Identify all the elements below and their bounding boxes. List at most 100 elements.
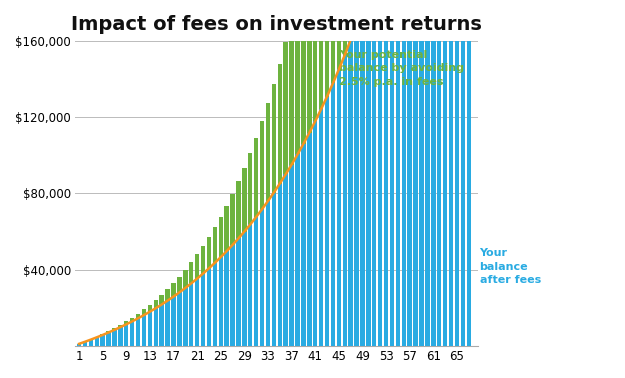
Bar bbox=[189, 284, 194, 346]
Bar bbox=[384, 0, 388, 346]
Bar bbox=[136, 314, 140, 346]
Bar bbox=[101, 334, 105, 346]
Bar bbox=[136, 318, 140, 346]
Bar bbox=[112, 328, 117, 346]
Bar bbox=[154, 308, 158, 346]
Bar bbox=[254, 138, 258, 346]
Bar bbox=[354, 0, 359, 346]
Bar bbox=[443, 0, 448, 346]
Bar bbox=[130, 321, 134, 346]
Bar bbox=[166, 301, 170, 346]
Bar bbox=[183, 288, 188, 346]
Bar bbox=[159, 294, 164, 346]
Bar bbox=[289, 165, 294, 346]
Bar bbox=[272, 84, 276, 346]
Bar bbox=[89, 339, 93, 346]
Bar bbox=[295, 155, 300, 346]
Bar bbox=[443, 0, 448, 346]
Bar bbox=[419, 0, 424, 346]
Bar bbox=[366, 0, 371, 346]
Text: Your potential
balance by avoiding
2.5% p.a. in fees: Your potential balance by avoiding 2.5% … bbox=[339, 50, 464, 87]
Bar bbox=[166, 289, 170, 346]
Bar bbox=[449, 0, 453, 346]
Bar bbox=[401, 0, 406, 346]
Bar bbox=[266, 104, 270, 346]
Bar bbox=[278, 64, 282, 346]
Bar bbox=[201, 274, 205, 346]
Bar bbox=[378, 0, 382, 346]
Bar bbox=[82, 342, 87, 346]
Bar bbox=[219, 257, 223, 346]
Bar bbox=[278, 184, 282, 346]
Bar bbox=[348, 0, 353, 346]
Bar bbox=[331, 83, 335, 346]
Bar bbox=[195, 254, 199, 346]
Bar bbox=[195, 279, 199, 346]
Bar bbox=[242, 232, 247, 346]
Bar bbox=[189, 262, 194, 346]
Bar bbox=[431, 0, 436, 346]
Title: Impact of fees on investment returns: Impact of fees on investment returns bbox=[71, 15, 482, 34]
Bar bbox=[413, 0, 418, 346]
Bar bbox=[348, 40, 353, 346]
Bar bbox=[295, 0, 300, 346]
Bar bbox=[449, 0, 453, 346]
Bar bbox=[248, 153, 252, 346]
Bar bbox=[260, 209, 264, 346]
Bar bbox=[337, 0, 341, 346]
Bar bbox=[466, 0, 471, 346]
Bar bbox=[177, 293, 182, 346]
Bar bbox=[431, 0, 436, 346]
Bar bbox=[224, 251, 229, 346]
Bar bbox=[219, 217, 223, 346]
Bar bbox=[142, 315, 146, 346]
Bar bbox=[207, 268, 211, 346]
Bar bbox=[201, 246, 205, 346]
Bar bbox=[360, 0, 364, 346]
Bar bbox=[301, 144, 306, 346]
Text: Your
balance
after fees: Your balance after fees bbox=[479, 248, 541, 285]
Bar bbox=[284, 174, 288, 346]
Bar bbox=[313, 0, 318, 346]
Bar bbox=[408, 0, 412, 346]
Bar bbox=[408, 0, 412, 346]
Bar bbox=[466, 0, 471, 346]
Bar bbox=[177, 277, 182, 346]
Bar bbox=[390, 0, 394, 346]
Bar bbox=[130, 318, 134, 346]
Bar bbox=[455, 0, 459, 346]
Bar bbox=[236, 181, 241, 346]
Bar bbox=[118, 327, 122, 346]
Bar bbox=[313, 121, 318, 346]
Bar bbox=[396, 0, 400, 346]
Bar bbox=[425, 0, 429, 346]
Bar bbox=[248, 225, 252, 346]
Bar bbox=[231, 194, 235, 346]
Bar bbox=[396, 0, 400, 346]
Bar bbox=[254, 217, 258, 346]
Bar bbox=[94, 337, 99, 346]
Bar bbox=[89, 339, 93, 346]
Bar bbox=[331, 0, 335, 346]
Bar bbox=[342, 55, 347, 346]
Bar bbox=[384, 0, 388, 346]
Bar bbox=[461, 0, 465, 346]
Bar bbox=[272, 192, 276, 346]
Bar bbox=[77, 344, 81, 346]
Bar bbox=[231, 245, 235, 346]
Bar bbox=[461, 0, 465, 346]
Bar bbox=[319, 0, 323, 346]
Bar bbox=[224, 206, 229, 346]
Bar bbox=[106, 331, 111, 346]
Bar bbox=[148, 312, 152, 346]
Bar bbox=[213, 227, 217, 346]
Bar bbox=[413, 0, 418, 346]
Bar bbox=[366, 0, 371, 346]
Bar bbox=[77, 344, 81, 346]
Bar bbox=[325, 96, 329, 346]
Bar bbox=[213, 263, 217, 346]
Bar bbox=[124, 324, 129, 346]
Bar bbox=[124, 321, 129, 346]
Bar bbox=[159, 304, 164, 346]
Bar bbox=[289, 19, 294, 346]
